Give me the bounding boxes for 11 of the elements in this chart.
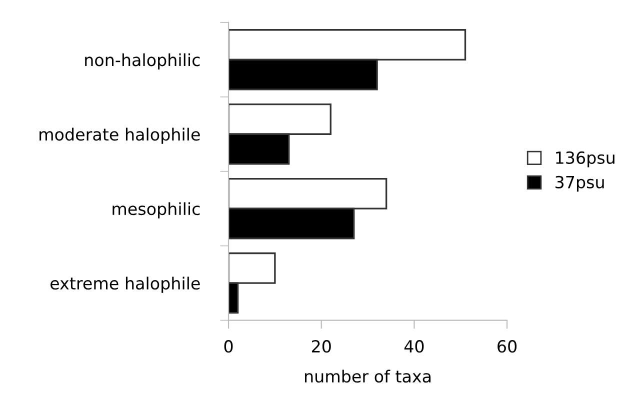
y-tick-label: extreme halophile: [50, 276, 200, 293]
x-tick-label: 40: [404, 340, 424, 353]
y-tick-label: non-halophilic: [85, 53, 200, 70]
y-tick-label: moderate halophile: [40, 128, 200, 144]
x-axis-title: number of taxa: [305, 370, 431, 383]
y-tick-label: mesophilic: [112, 202, 200, 218]
legend-label: 37psu: [556, 176, 604, 192]
x-tick-label: 60: [498, 340, 517, 353]
x-tick-label: 20: [312, 340, 331, 353]
legend-label: 136psu: [556, 151, 614, 168]
x-tick-label: 0: [224, 340, 233, 353]
